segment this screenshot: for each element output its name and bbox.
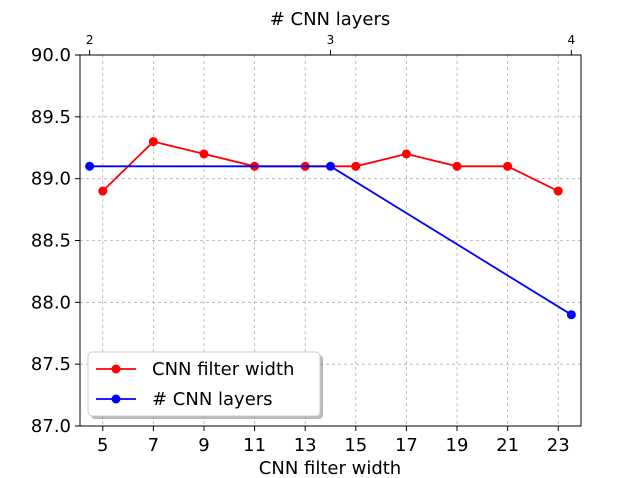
ticks: 87.0 87.5 88.0 88.5 89.0 89.5 90.0 5 7 9 11 13 15 17 1… bbox=[31, 33, 575, 456]
x-tick-label: 7 bbox=[148, 435, 159, 456]
x-tick-label: 15 bbox=[344, 435, 367, 456]
legend-label: CNN filter width bbox=[152, 359, 294, 380]
data-point bbox=[401, 149, 411, 159]
data-point bbox=[85, 161, 95, 171]
data-point bbox=[98, 186, 108, 196]
top-x-tick-label: 2 bbox=[86, 33, 94, 47]
y-tick-label: 88.5 bbox=[31, 231, 71, 252]
x-tick-label: 11 bbox=[243, 435, 266, 456]
top-x-tick-label: 4 bbox=[568, 33, 576, 47]
data-point bbox=[351, 161, 361, 171]
series-line-1 bbox=[89, 165, 572, 316]
y-tick-label: 87.0 bbox=[31, 416, 71, 437]
y-tick-label: 90.0 bbox=[31, 45, 71, 66]
y-tick-label: 87.5 bbox=[31, 354, 71, 375]
series-layer bbox=[85, 137, 576, 320]
x-tick-label: 13 bbox=[294, 435, 317, 456]
x-tick-label: 5 bbox=[97, 435, 108, 456]
data-point bbox=[553, 186, 563, 196]
x-axis-title: CNN filter width bbox=[259, 458, 401, 478]
y-tick-label: 89.5 bbox=[31, 107, 71, 128]
data-point bbox=[326, 161, 335, 171]
legend: CNN filter width # CNN layers bbox=[87, 351, 323, 419]
top-x-tick-label: 3 bbox=[327, 33, 335, 47]
x-tick-label: 9 bbox=[198, 435, 209, 456]
x-tick-label: 23 bbox=[547, 435, 570, 456]
data-point bbox=[452, 161, 462, 171]
legend-marker bbox=[111, 394, 121, 404]
legend-box bbox=[87, 351, 321, 417]
data-point bbox=[148, 137, 158, 147]
y-tick-label: 88.0 bbox=[31, 292, 71, 313]
legend-marker bbox=[111, 364, 121, 374]
x-tick-label: 21 bbox=[496, 435, 519, 456]
data-point bbox=[199, 149, 209, 159]
grid bbox=[80, 54, 581, 427]
data-point bbox=[566, 310, 576, 320]
data-point bbox=[503, 161, 513, 171]
y-tick-label: 89.0 bbox=[31, 169, 71, 190]
legend-label: # CNN layers bbox=[152, 389, 273, 410]
top-axis-title: # CNN layers bbox=[270, 9, 391, 30]
x-tick-label: 17 bbox=[395, 435, 418, 456]
x-tick-label: 19 bbox=[446, 435, 469, 456]
